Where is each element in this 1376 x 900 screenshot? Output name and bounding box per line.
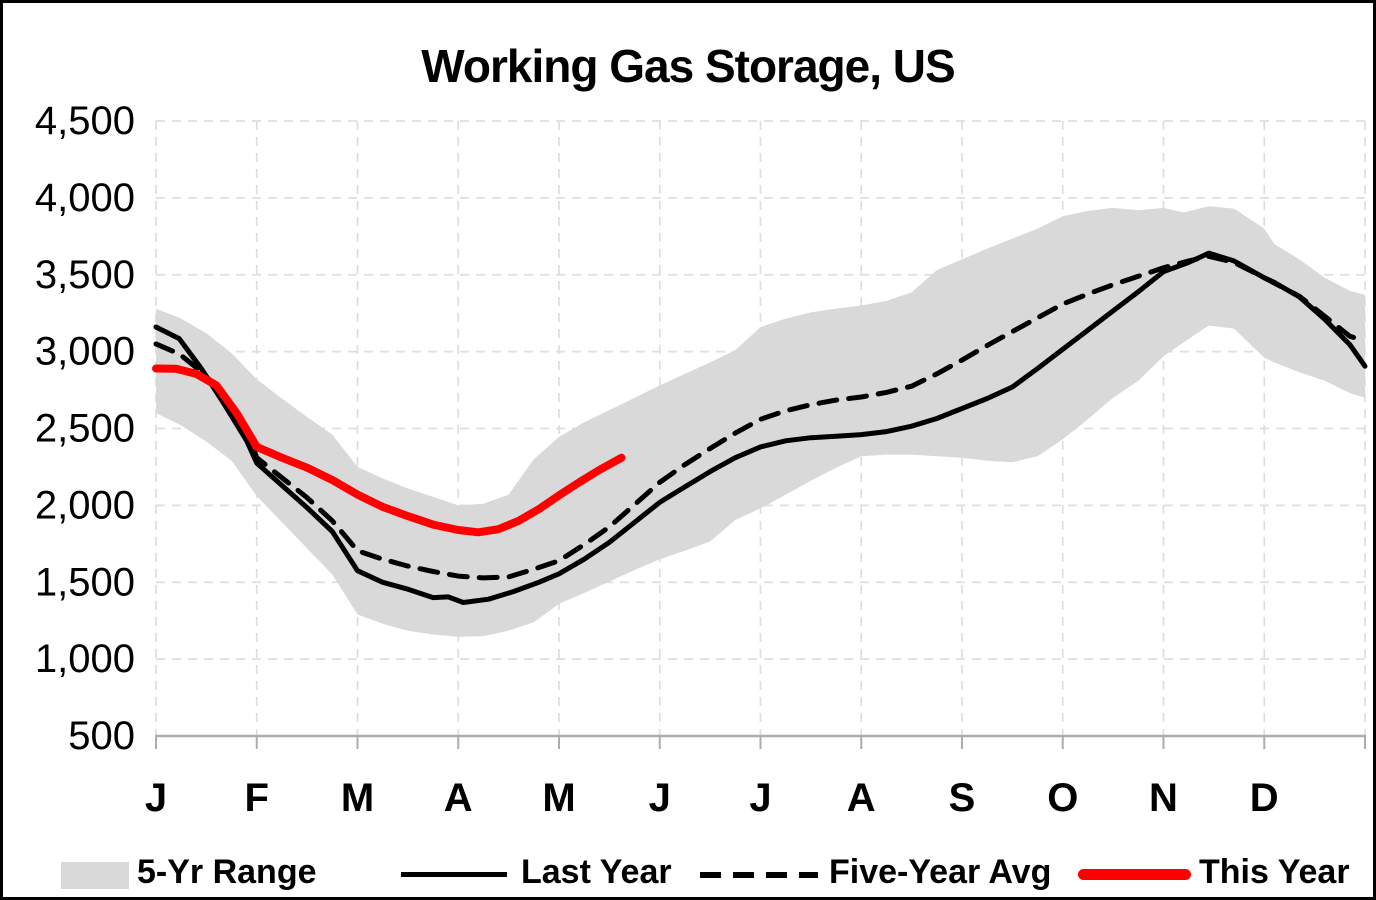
- series-this-year: [152, 364, 626, 537]
- x-tick-label: J: [649, 776, 671, 820]
- y-tick-label: 3,500: [35, 253, 135, 297]
- legend-label-five-year-avg: Five-Year Avg: [829, 853, 1052, 891]
- x-tick-label: M: [542, 776, 575, 820]
- y-tick-label: 3,000: [35, 330, 135, 374]
- this-year-line-swatch-icon: [1078, 869, 1191, 880]
- x-tick-label: A: [847, 776, 876, 820]
- legend-label-last-year: Last Year: [521, 853, 672, 891]
- y-tick-label: 4,000: [35, 176, 135, 220]
- last-year-line-swatch-icon: [401, 872, 507, 877]
- y-tick-label: 1,500: [35, 560, 135, 604]
- x-tick-label: D: [1250, 776, 1279, 820]
- chart-title: Working Gas Storage, US: [421, 40, 955, 92]
- y-tick-label: 2,500: [35, 407, 135, 451]
- y-tick-label: 4,500: [35, 99, 135, 143]
- x-tick-label: J: [145, 776, 167, 820]
- legend-label-range: 5-Yr Range: [137, 853, 317, 891]
- x-tick-label: A: [444, 776, 473, 820]
- x-tick-label: N: [1149, 776, 1178, 820]
- five-year-avg-dash-swatch-icon: [700, 872, 818, 878]
- series-last-year: [153, 250, 1368, 605]
- y-tick-label: 2,000: [35, 483, 135, 527]
- range-band-swatch-icon: [61, 862, 129, 889]
- series-five-year-avg: [153, 253, 1368, 581]
- plot-area: 500 1,000 1,500 2,000 2,500 3,000 3,500 4,000 4,…: [35, 99, 1368, 820]
- y-tick-label: 500: [68, 714, 135, 758]
- x-tick-label: F: [245, 776, 269, 820]
- x-tick-label: J: [749, 776, 771, 820]
- x-tick-label: S: [949, 776, 976, 820]
- y-tick-label: 1,000: [35, 637, 135, 681]
- legend-label-this-year: This Year: [1199, 853, 1350, 891]
- x-tick-label: O: [1047, 776, 1078, 820]
- x-tick-label: M: [341, 776, 374, 820]
